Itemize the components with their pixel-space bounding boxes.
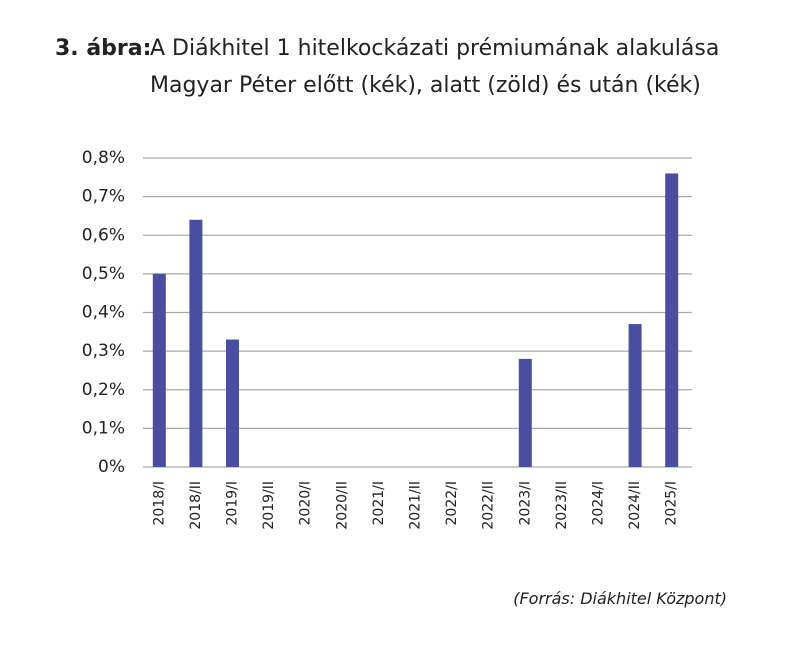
x-tick-label: 2022/I: [444, 481, 460, 525]
y-tick-label: 0,3%: [82, 341, 125, 361]
bar: [628, 324, 642, 467]
y-tick-label: 0,8%: [82, 148, 125, 168]
bar: [518, 358, 532, 467]
x-tick-label: 2021/I: [371, 481, 387, 525]
x-tick-label: 2024/I: [591, 481, 607, 525]
y-tick-label: 0,4%: [82, 303, 125, 323]
y-tick-label: 0,7%: [82, 187, 125, 207]
bar: [189, 219, 203, 467]
x-tick-label: 2022/II: [481, 481, 497, 530]
y-tick-label: 0,1%: [82, 418, 125, 438]
x-tick-label: 2023/I: [517, 481, 533, 525]
y-tick-label: 0%: [98, 457, 125, 477]
bar: [226, 339, 239, 467]
x-tick-label: 2019/II: [261, 481, 277, 530]
x-tick-label: 2021/II: [408, 481, 424, 530]
x-tick-label: 2023/II: [554, 481, 570, 530]
source-note: (Forrás: Diákhitel Központ): [513, 589, 727, 608]
bar: [665, 173, 679, 467]
chart-title: A Diákhitel 1 hitelkockázati prémiumának…: [150, 36, 719, 61]
chart-title: Magyar Péter előtt (kék), alatt (zöld) é…: [150, 73, 701, 98]
x-tick-label: 2018/I: [151, 481, 167, 525]
chart-title-label: 3. ábra:: [55, 36, 151, 61]
y-tick-label: 0,2%: [82, 380, 125, 400]
x-tick-label: 2020/II: [334, 481, 350, 530]
x-tick-label: 2018/II: [188, 481, 204, 530]
y-tick-label: 0,5%: [82, 264, 125, 284]
y-tick-label: 0,6%: [82, 225, 125, 245]
x-tick-label: 2020/I: [298, 481, 314, 525]
bar: [152, 273, 166, 467]
x-tick-label: 2024/II: [627, 481, 643, 530]
x-tick-label: 2019/I: [225, 481, 241, 525]
x-tick-label: 2025/I: [664, 481, 680, 525]
